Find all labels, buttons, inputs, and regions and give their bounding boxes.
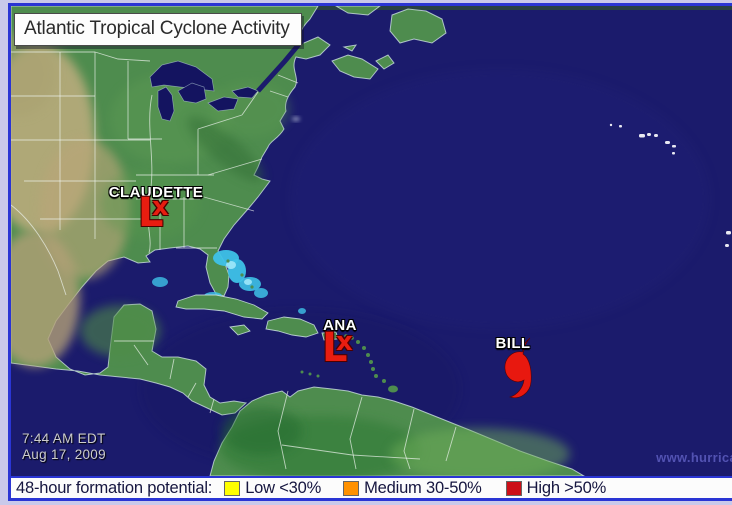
remnant-low-x-icon: L x [138, 190, 174, 236]
medium-swatch [343, 480, 360, 496]
high-swatch [505, 480, 522, 496]
hispaniola [265, 316, 319, 338]
storm-marker-bill[interactable]: BILL [496, 335, 535, 404]
legend-item-label: Medium 30-50% [364, 478, 482, 497]
remnant-low-x-icon: L x [322, 325, 358, 371]
storm-marker-ana[interactable]: ANA L x [322, 317, 358, 371]
timestamp: 7:44 AM EDT Aug 17, 2009 [22, 431, 106, 463]
cuba [175, 294, 269, 320]
storm-name-label: BILL [495, 335, 531, 352]
low-swatch [224, 480, 241, 496]
low-glyph: L [138, 190, 164, 236]
timestamp-date: Aug 17, 2009 [22, 447, 106, 462]
south-america-landmass [209, 386, 585, 476]
map-title: Atlantic Tropical Cyclone Activity [14, 13, 302, 46]
maritime-islands [331, 6, 447, 80]
tropical-storm-icon [504, 337, 532, 398]
arid-terrain [11, 32, 130, 367]
legend-item-label: High >50% [526, 478, 607, 497]
legend-item-medium: Medium 30-50% [343, 479, 482, 498]
st-lawrence-river [256, 17, 321, 93]
x-glyph: x [336, 327, 353, 357]
storm-name-label: CLAUDETTE [108, 184, 204, 201]
low-glyph: L [322, 325, 348, 371]
map-area: Atlantic Tropical Cyclone Activity CLAUD… [11, 6, 732, 476]
cyclone-activity-window: Atlantic Tropical Cyclone Activity CLAUD… [8, 3, 732, 501]
legend-item-low: Low <30% [224, 479, 321, 498]
jamaica [229, 324, 251, 336]
timestamp-time: 7:44 AM EDT [22, 431, 106, 446]
azores-islands [609, 123, 731, 247]
storm-marker-claudette[interactable]: CLAUDETTE L x [109, 184, 203, 236]
political-borders [11, 51, 457, 470]
ocean-shade [290, 69, 710, 329]
caribbean-islands [175, 294, 339, 341]
x-glyph: x [152, 192, 169, 222]
legend-item-label: Low <30% [245, 478, 322, 497]
lesser-antilles [300, 334, 398, 393]
atlantic-basin-map [11, 6, 732, 476]
great-lakes [149, 60, 259, 122]
watermark: www.hurrica [656, 450, 732, 465]
legend-title: 48-hour formation potential: [16, 478, 213, 497]
legend-item-high: High >50% [505, 478, 607, 498]
coast-cloud [292, 117, 300, 121]
storm-name-label: ANA [323, 317, 357, 334]
puerto-rico [321, 331, 339, 341]
formation-potential-legend: 48-hour formation potential: Low <30% Me… [11, 476, 732, 498]
